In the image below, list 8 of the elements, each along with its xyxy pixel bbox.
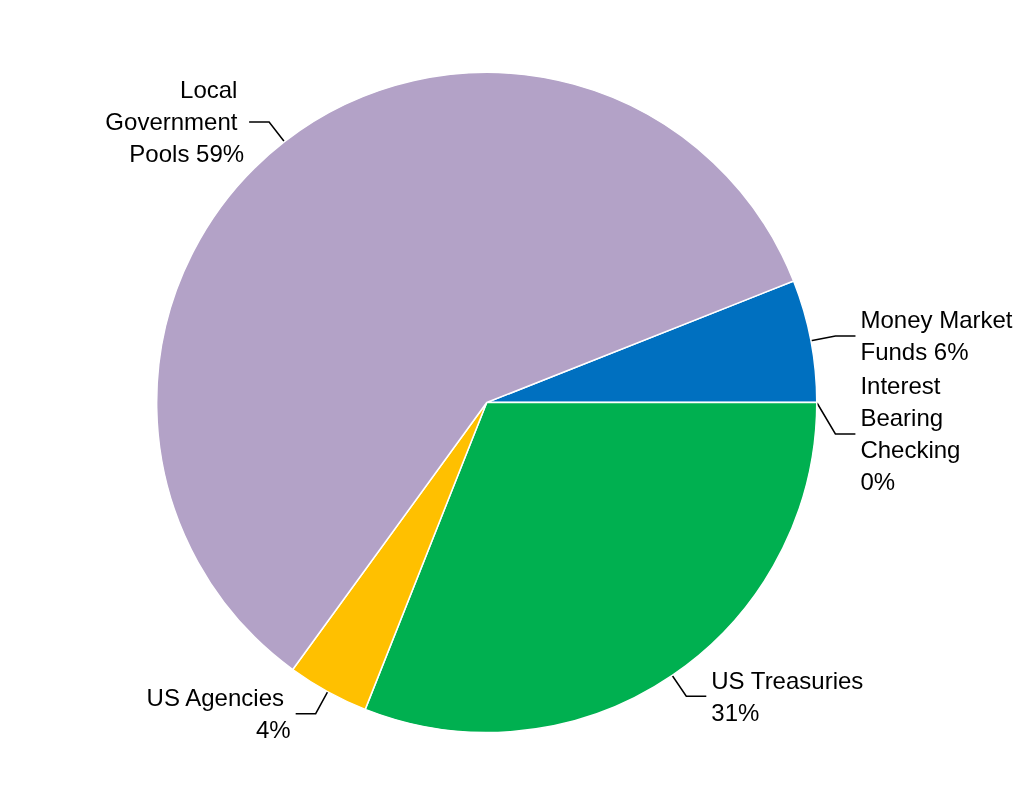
data-label: 4% [255,716,291,744]
slice-label: US Agencies [146,684,291,712]
slice-label: US Treasuries [711,666,871,694]
legend-label: Interest Bearing Checking [860,372,968,464]
slice-label: Money Market Funds 6% [860,306,1014,366]
slice-label: Local Government Pools 59% [105,76,245,168]
text: 0% [860,468,896,496]
data-label: 31% [711,698,760,726]
